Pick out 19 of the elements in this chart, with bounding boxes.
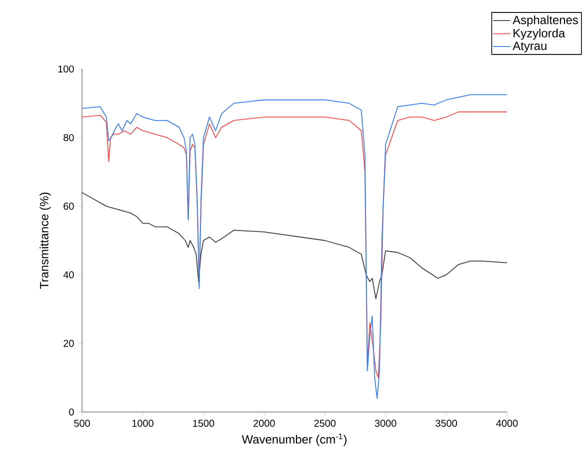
legend-label: Kyzylorda <box>514 28 566 40</box>
y-axis-title: Transmittance (%) <box>40 192 51 289</box>
y-tick-label: 100 <box>58 65 74 73</box>
y-tick-label: 0 <box>69 408 74 416</box>
y-tick-label: 20 <box>64 340 74 347</box>
legend-label: Atyrau <box>512 42 546 52</box>
x-tick-label: 4000 <box>496 420 518 427</box>
y-tick-label: 60 <box>64 202 74 210</box>
y-tick-label: 80 <box>64 134 74 142</box>
x-tick-label: 2500 <box>314 420 336 427</box>
legend-label: Asphaltenes <box>512 15 578 27</box>
x-tick-label: 3500 <box>436 420 457 427</box>
x-axis-title: Wavenumber (cm$^{-1}$) <box>242 434 346 446</box>
x-tick-label: 3000 <box>374 420 396 427</box>
x-tick-label: 1000 <box>132 420 154 427</box>
x-tick-label: 500 <box>74 420 90 427</box>
x-tick-label: 1500 <box>193 420 214 427</box>
x-tick-label: 2000 <box>254 420 275 427</box>
y-tick-label: 40 <box>63 271 74 278</box>
